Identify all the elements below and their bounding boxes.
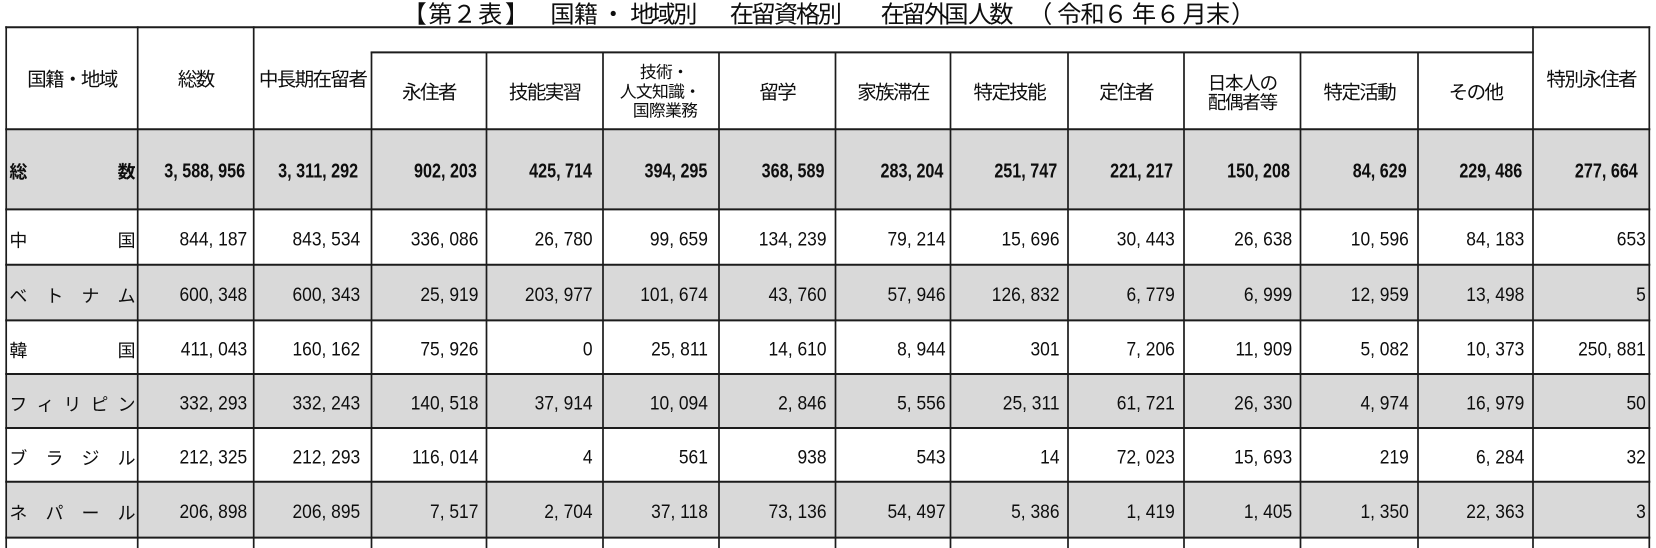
svg-text:2, 846: 2, 846 bbox=[778, 393, 826, 414]
svg-text:101, 674: 101, 674 bbox=[640, 284, 708, 305]
svg-text:8, 944: 8, 944 bbox=[897, 339, 945, 360]
svg-text:283, 204: 283, 204 bbox=[881, 160, 945, 182]
svg-text:15, 693: 15, 693 bbox=[1234, 447, 1292, 468]
svg-text:61, 721: 61, 721 bbox=[1117, 393, 1175, 414]
svg-text:206, 895: 206, 895 bbox=[293, 501, 361, 522]
svg-text:50: 50 bbox=[1626, 393, 1645, 414]
svg-text:43, 760: 43, 760 bbox=[768, 284, 826, 305]
svg-text:425, 714: 425, 714 bbox=[529, 160, 593, 182]
svg-text:10, 596: 10, 596 bbox=[1351, 229, 1409, 250]
svg-text:140, 518: 140, 518 bbox=[411, 393, 479, 414]
svg-text:99, 659: 99, 659 bbox=[650, 229, 708, 250]
svg-text:14, 610: 14, 610 bbox=[768, 339, 826, 360]
svg-text:26, 330: 26, 330 bbox=[1234, 393, 1292, 414]
svg-text:57, 946: 57, 946 bbox=[887, 284, 945, 305]
svg-text:332, 243: 332, 243 bbox=[293, 393, 361, 414]
svg-text:7, 206: 7, 206 bbox=[1126, 339, 1174, 360]
svg-text:116, 014: 116, 014 bbox=[412, 447, 478, 468]
svg-text:84, 629: 84, 629 bbox=[1353, 160, 1407, 182]
svg-text:54, 497: 54, 497 bbox=[887, 501, 945, 522]
svg-text:6, 284: 6, 284 bbox=[1476, 447, 1524, 468]
svg-text:7, 517: 7, 517 bbox=[430, 501, 478, 522]
svg-text:14: 14 bbox=[1040, 447, 1059, 468]
svg-text:12, 959: 12, 959 bbox=[1351, 284, 1409, 305]
svg-text:150, 208: 150, 208 bbox=[1227, 160, 1290, 182]
svg-text:13, 498: 13, 498 bbox=[1466, 284, 1524, 305]
svg-text:4: 4 bbox=[583, 447, 593, 468]
svg-text:206, 898: 206, 898 bbox=[180, 501, 248, 522]
svg-text:543: 543 bbox=[916, 447, 945, 468]
svg-text:16, 979: 16, 979 bbox=[1466, 393, 1524, 414]
svg-text:5, 386: 5, 386 bbox=[1011, 501, 1059, 522]
svg-text:212, 325: 212, 325 bbox=[180, 447, 248, 468]
svg-text:219: 219 bbox=[1380, 447, 1409, 468]
svg-text:3, 311, 292: 3, 311, 292 bbox=[278, 160, 358, 182]
svg-text:32: 32 bbox=[1626, 447, 1645, 468]
svg-text:73, 136: 73, 136 bbox=[768, 501, 826, 522]
svg-text:5: 5 bbox=[1636, 284, 1646, 305]
svg-text:10, 094: 10, 094 bbox=[650, 393, 708, 414]
svg-text:229, 486: 229, 486 bbox=[1459, 160, 1522, 182]
svg-text:25, 919: 25, 919 bbox=[420, 284, 478, 305]
svg-text:4, 974: 4, 974 bbox=[1360, 393, 1408, 414]
svg-text:277, 664: 277, 664 bbox=[1575, 160, 1639, 182]
svg-text:126, 832: 126, 832 bbox=[992, 284, 1060, 305]
svg-text:1, 350: 1, 350 bbox=[1360, 501, 1408, 522]
svg-text:37, 914: 37, 914 bbox=[535, 393, 593, 414]
svg-text:72, 023: 72, 023 bbox=[1117, 447, 1175, 468]
svg-text:37, 118: 37, 118 bbox=[651, 501, 708, 522]
svg-text:1, 405: 1, 405 bbox=[1244, 501, 1292, 522]
svg-text:394, 295: 394, 295 bbox=[645, 160, 708, 182]
svg-text:160, 162: 160, 162 bbox=[293, 339, 361, 360]
svg-text:368, 589: 368, 589 bbox=[762, 160, 825, 182]
svg-text:221, 217: 221, 217 bbox=[1110, 160, 1173, 182]
svg-text:6, 999: 6, 999 bbox=[1244, 284, 1292, 305]
svg-text:251, 747: 251, 747 bbox=[994, 160, 1057, 182]
svg-text:134, 239: 134, 239 bbox=[759, 229, 827, 250]
svg-text:1, 419: 1, 419 bbox=[1126, 501, 1174, 522]
svg-text:212, 293: 212, 293 bbox=[293, 447, 361, 468]
svg-text:26, 780: 26, 780 bbox=[535, 229, 593, 250]
svg-text:3: 3 bbox=[1636, 501, 1646, 522]
svg-text:6, 779: 6, 779 bbox=[1126, 284, 1174, 305]
svg-text:0: 0 bbox=[583, 339, 593, 360]
svg-text:22, 363: 22, 363 bbox=[1466, 501, 1524, 522]
svg-text:5, 082: 5, 082 bbox=[1360, 339, 1408, 360]
svg-text:75, 926: 75, 926 bbox=[420, 339, 478, 360]
svg-text:15, 696: 15, 696 bbox=[1001, 229, 1059, 250]
svg-text:843, 534: 843, 534 bbox=[293, 229, 361, 250]
svg-text:30, 443: 30, 443 bbox=[1117, 229, 1175, 250]
svg-text:332, 293: 332, 293 bbox=[180, 393, 248, 414]
svg-text:203, 977: 203, 977 bbox=[525, 284, 593, 305]
svg-text:411, 043: 411, 043 bbox=[181, 339, 247, 360]
svg-text:26, 638: 26, 638 bbox=[1234, 229, 1292, 250]
svg-text:938: 938 bbox=[797, 447, 826, 468]
svg-text:600, 343: 600, 343 bbox=[293, 284, 361, 305]
svg-text:336, 086: 336, 086 bbox=[411, 229, 479, 250]
svg-text:653: 653 bbox=[1617, 229, 1646, 250]
svg-text:301: 301 bbox=[1030, 339, 1059, 360]
svg-text:5, 556: 5, 556 bbox=[897, 393, 945, 414]
svg-text:3, 588, 956: 3, 588, 956 bbox=[164, 160, 245, 182]
svg-text:2, 704: 2, 704 bbox=[544, 501, 592, 522]
svg-text:25, 811: 25, 811 bbox=[651, 339, 708, 360]
svg-text:902, 203: 902, 203 bbox=[414, 160, 477, 182]
svg-text:79, 214: 79, 214 bbox=[887, 229, 945, 250]
svg-text:84, 183: 84, 183 bbox=[1466, 229, 1524, 250]
svg-text:11, 909: 11, 909 bbox=[1235, 339, 1292, 360]
svg-text:844, 187: 844, 187 bbox=[180, 229, 248, 250]
svg-text:600, 348: 600, 348 bbox=[180, 284, 248, 305]
svg-text:250, 881: 250, 881 bbox=[1578, 339, 1646, 360]
svg-text:10, 373: 10, 373 bbox=[1466, 339, 1524, 360]
svg-text:561: 561 bbox=[679, 447, 708, 468]
svg-text:25, 311: 25, 311 bbox=[1003, 393, 1060, 414]
